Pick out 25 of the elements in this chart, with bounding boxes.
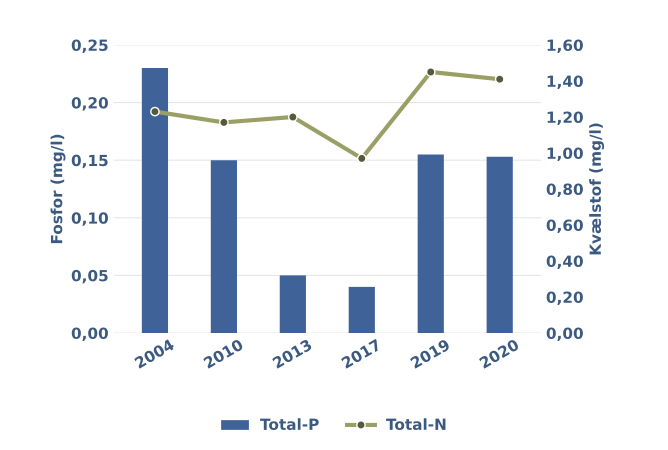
y-tick-label: 0,15 (72, 154, 108, 168)
y-tick-label: 0,20 (72, 97, 108, 111)
y2-tick-label: 0,80 (546, 183, 583, 197)
y2-tick-label: 1,60 (548, 39, 583, 53)
y-tick-label: 0,10 (72, 212, 108, 226)
bar (348, 286, 375, 333)
y-tick-label: 0,25 (72, 39, 108, 53)
y2-tick-label: 1,00 (548, 147, 583, 161)
legend-label: Total-N (386, 418, 446, 430)
y2-axis-title: Kvælstof (mg/l) (589, 124, 604, 254)
y2-tick-label: 0,00 (546, 327, 583, 341)
y2-tick-label: 1,40 (548, 75, 583, 89)
y2-tick-label: 0,40 (546, 255, 583, 269)
bar (418, 154, 444, 333)
legend-label: Total-P (260, 418, 319, 430)
bar (280, 275, 306, 333)
y-tick-label: 0,05 (72, 270, 108, 284)
bar (486, 156, 513, 333)
y2-tick-label: 0,60 (546, 219, 583, 233)
bar (210, 160, 237, 333)
y-tick-label: 0,00 (72, 327, 108, 341)
y-axis-title: Fosfor (mg/l) (50, 134, 66, 244)
y2-tick-label: 1,20 (548, 111, 583, 125)
y2-tick-label: 0,20 (546, 291, 583, 305)
bar (142, 68, 168, 333)
